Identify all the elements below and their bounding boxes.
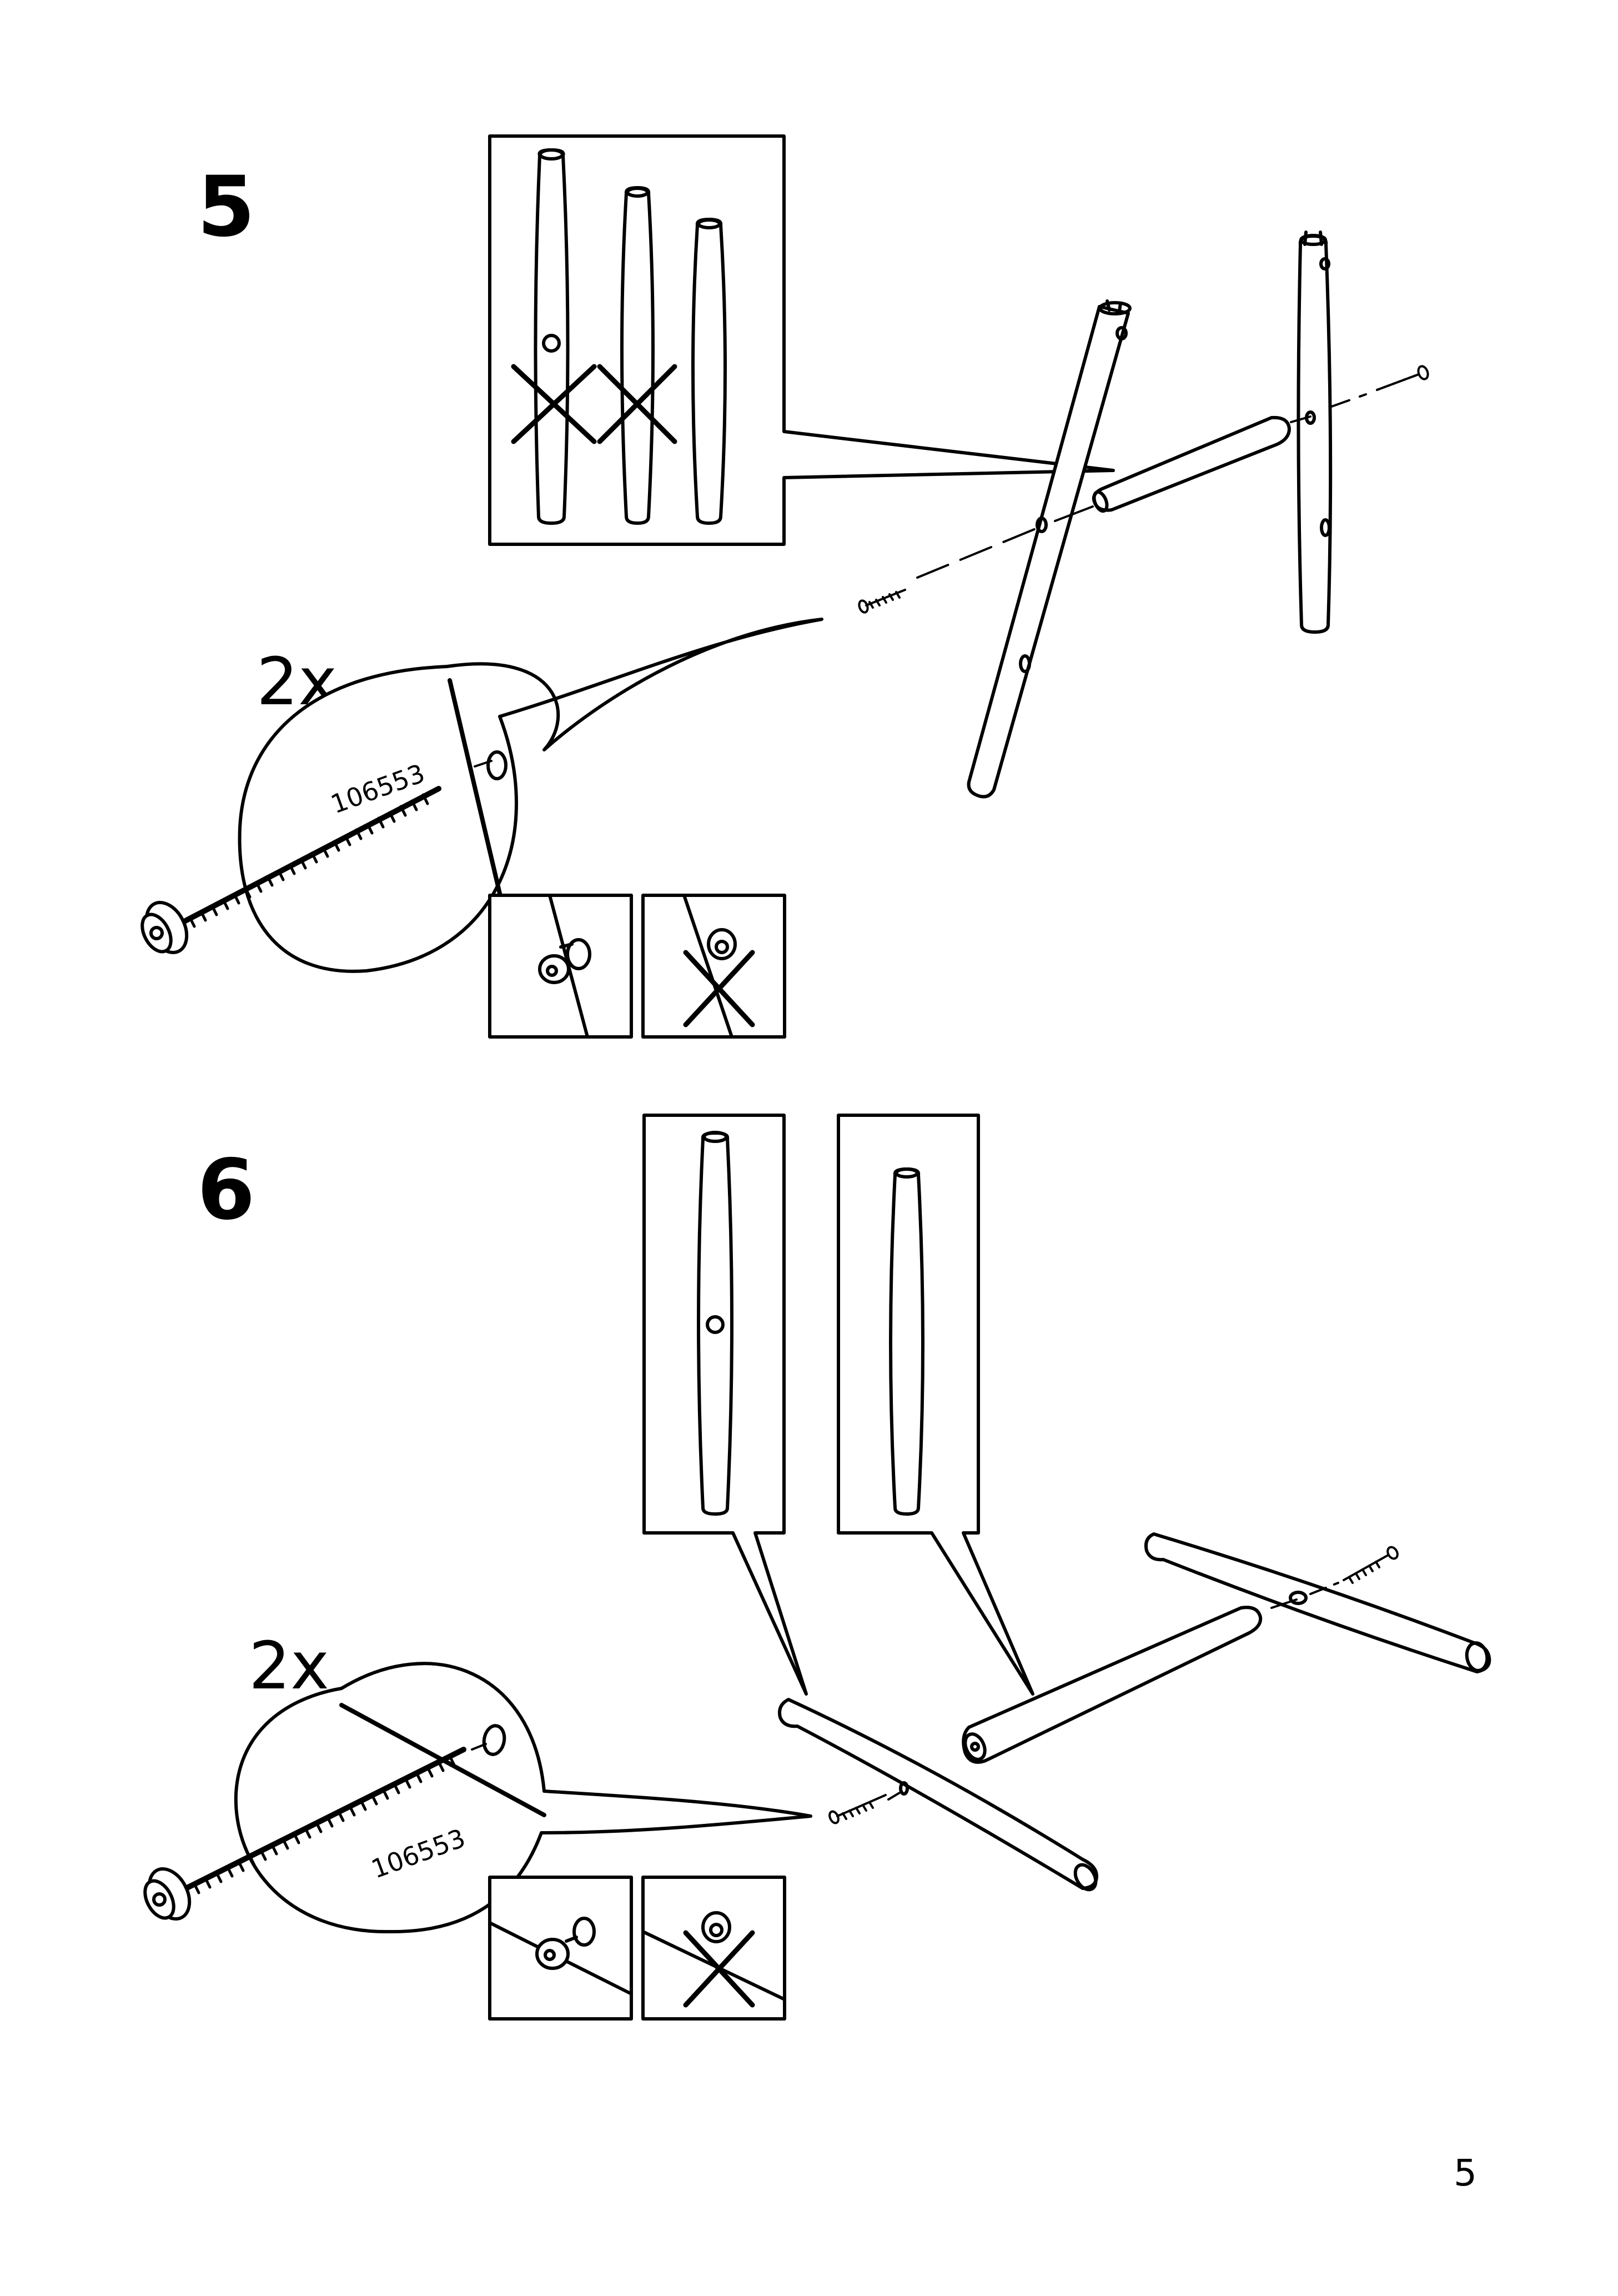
step-number-6: 6 [197, 1142, 255, 1239]
back-leg-step-6 [1144, 1532, 1491, 1673]
screw-icon [140, 786, 441, 954]
screw-icon [1376, 365, 1429, 391]
detail-correct-step-5 [488, 894, 633, 1039]
cross-mark-icon [683, 950, 755, 1027]
quantity-label-step-6: 2x [249, 1627, 329, 1704]
page-number: 5 [1454, 2152, 1477, 2194]
rod-icon [691, 218, 727, 525]
zoom-circle-step-6: 106553 [143, 1662, 812, 1934]
front-leg-step-6 [778, 1698, 1098, 1892]
screw-icon [858, 589, 906, 614]
straight-leg-step-5 [1297, 230, 1333, 634]
screw-icon [143, 1747, 466, 1921]
assembly-guide-lines-step-6 [887, 1582, 1339, 1801]
rod-icon [697, 1131, 733, 1516]
zoom-circle-step-5: 106553 [140, 618, 823, 973]
detail-correct-step-6 [488, 1876, 633, 2021]
detail-incorrect-step-6 [641, 1876, 786, 2021]
rod-callout-no-hole-step-6 [837, 1114, 1034, 1696]
assembly-guide-lines-step-5 [916, 393, 1367, 579]
rod-icon [534, 148, 570, 525]
step-number-5: 5 [197, 159, 255, 255]
long-rail-step-6 [962, 1606, 1263, 1764]
rod-selection-callout-step-5 [488, 134, 1115, 546]
cross-mark-icon [683, 1930, 755, 2008]
detail-incorrect-step-5 [641, 894, 786, 1039]
rod-icon [620, 186, 655, 525]
screw-icon [1343, 1546, 1399, 1584]
cross-mark-icon [511, 364, 597, 444]
slanted-leg-step-5 [967, 299, 1132, 799]
rod-icon [889, 1167, 924, 1516]
screw-icon [828, 1794, 887, 1824]
rail-step-5 [1092, 415, 1291, 513]
cross-mark-icon [597, 364, 677, 444]
rod-callout-with-hole-step-6 [642, 1114, 808, 1696]
